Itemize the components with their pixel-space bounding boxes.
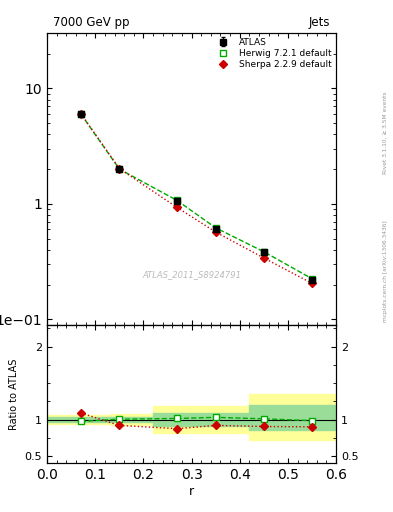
Sherpa 2.2.9 default [117,165,122,172]
Sherpa 2.2.9 default [213,229,218,235]
Legend: ATLAS, Herwig 7.2.1 default, Sherpa 2.2.9 default: ATLAS, Herwig 7.2.1 default, Sherpa 2.2.… [208,36,333,71]
Text: mcplots.cern.ch [arXiv:1306.3436]: mcplots.cern.ch [arXiv:1306.3436] [383,221,388,322]
X-axis label: r: r [189,485,194,498]
Herwig 7.2.1 default [261,249,266,255]
Text: 7000 GeV pp: 7000 GeV pp [53,16,129,29]
Sherpa 2.2.9 default [310,280,314,286]
Text: Rivet 3.1.10, ≥ 3.5M events: Rivet 3.1.10, ≥ 3.5M events [383,92,388,175]
Herwig 7.2.1 default [175,198,180,204]
Text: ATLAS_2011_S8924791: ATLAS_2011_S8924791 [142,271,241,280]
Text: Jets: Jets [309,16,330,29]
Line: Herwig 7.2.1 default: Herwig 7.2.1 default [78,111,315,282]
Herwig 7.2.1 default [310,275,314,282]
Sherpa 2.2.9 default [79,111,83,117]
Sherpa 2.2.9 default [261,255,266,261]
Y-axis label: Ratio to ATLAS: Ratio to ATLAS [9,358,19,430]
Herwig 7.2.1 default [213,225,218,231]
Sherpa 2.2.9 default [175,204,180,210]
Herwig 7.2.1 default [117,166,122,172]
Line: Sherpa 2.2.9 default: Sherpa 2.2.9 default [78,111,315,286]
Herwig 7.2.1 default [79,111,83,117]
